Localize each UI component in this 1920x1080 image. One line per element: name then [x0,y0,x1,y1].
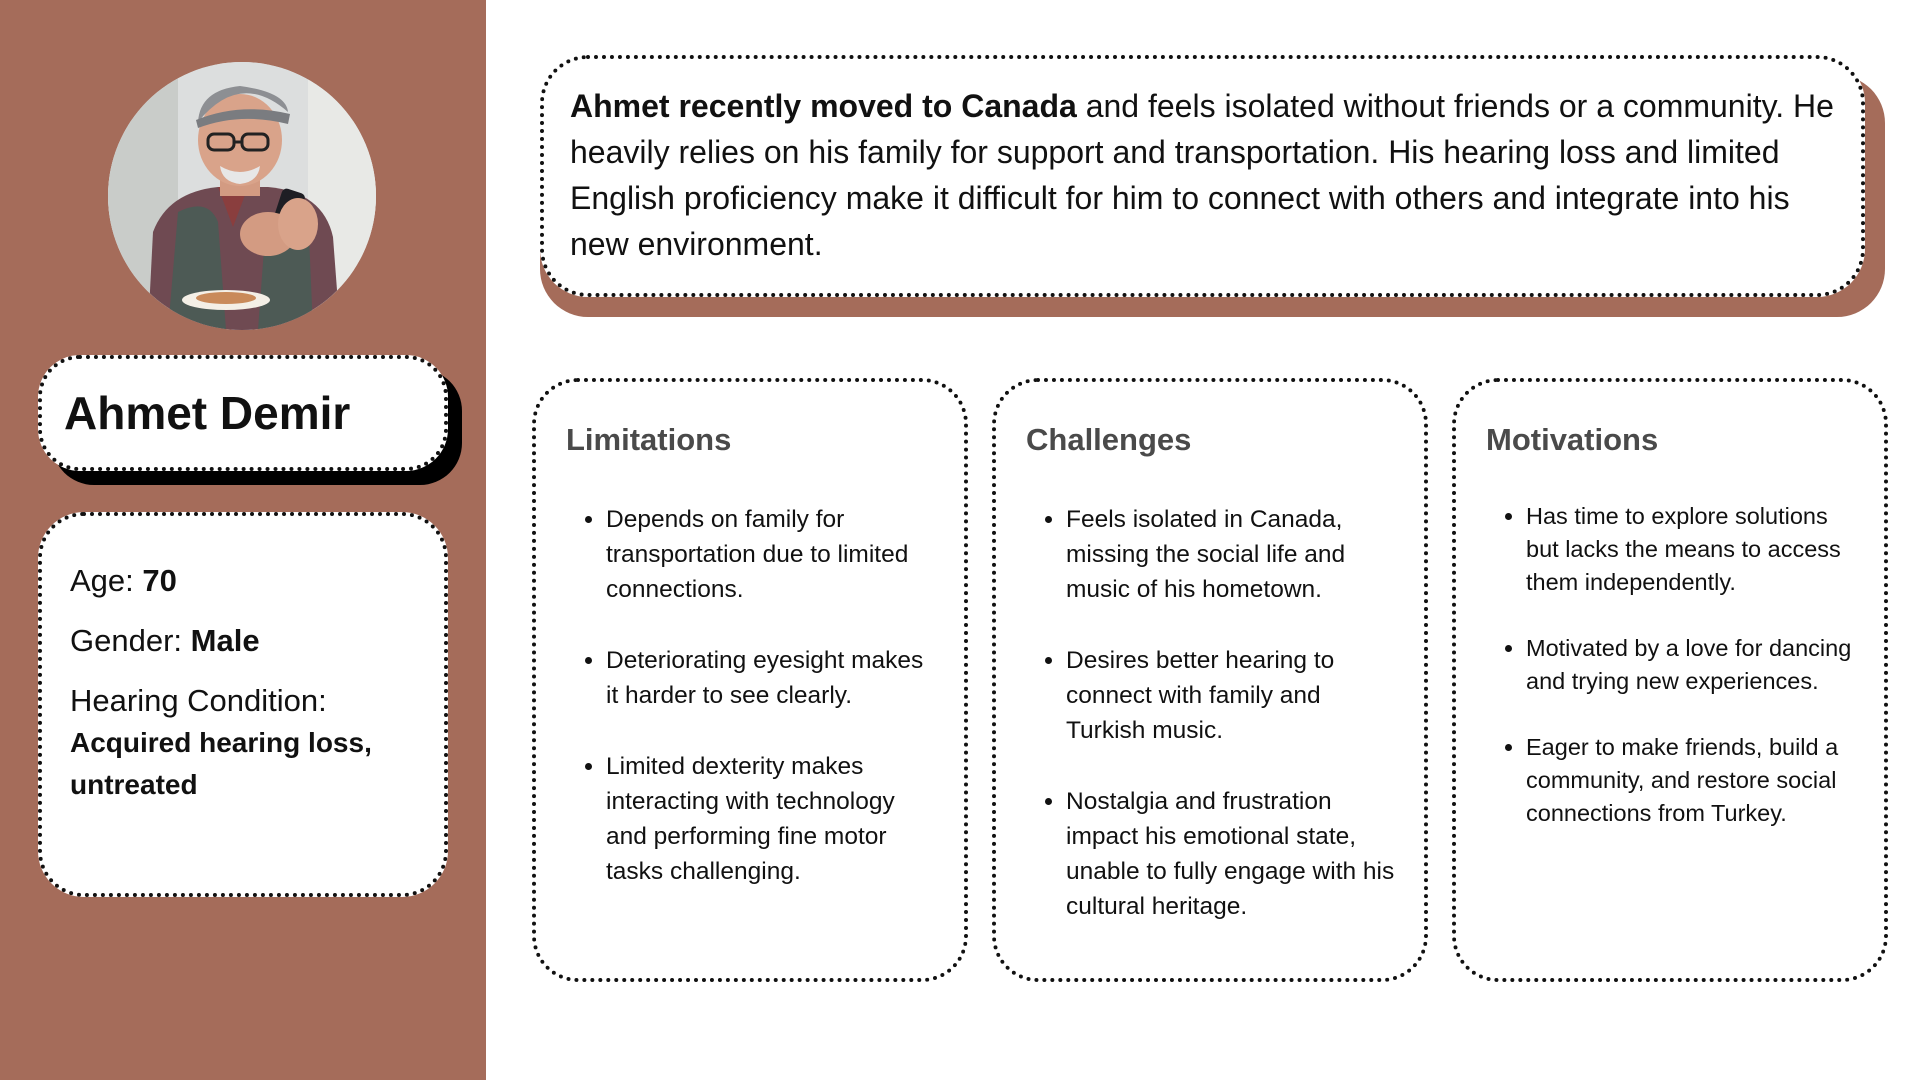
summary-rest: and feels isolated without friends or a … [570,88,1834,262]
persona-name: Ahmet Demir [64,387,351,439]
limitations-title: Limitations [566,422,732,457]
summary-text: Ahmet recently moved to Canada and feels… [540,55,1865,297]
motivations-list: Has time to explore solutions but lacks … [1488,500,1860,830]
challenges-list: Feels isolated in Canada, missing the so… [1028,502,1400,924]
list-item: Limited dexterity makes interacting with… [606,749,940,889]
list-item: Eager to make friends, build a community… [1526,731,1860,830]
gender-line: Gender: Male [70,620,418,662]
summary-card: Ahmet recently moved to Canada and feels… [540,55,1885,317]
challenges-card: Challenges Feels isolated in Canada, mis… [992,378,1428,982]
list-item: Desires better hearing to connect with f… [1066,643,1400,748]
gender-label: Gender: [70,623,183,658]
hearing-value: Acquired hearing loss, untreated [70,727,372,800]
list-item: Has time to explore solutions but lacks … [1526,500,1860,599]
summary-lead: Ahmet recently moved to Canada [570,88,1077,124]
list-item: Feels isolated in Canada, missing the so… [1066,502,1400,607]
gender-value: Male [190,623,260,658]
elderly-man-with-phone-illustration [108,62,376,330]
name-card-face: Ahmet Demir [38,355,448,471]
list-item: Nostalgia and frustration impact his emo… [1066,784,1400,924]
age-label: Age: [70,563,134,598]
list-item: Motivated by a love for dancing and tryi… [1526,632,1860,698]
demographics-card: Age: 70 Gender: Male Hearing Condition: … [38,512,448,897]
motivations-title: Motivations [1486,422,1659,457]
list-item: Depends on family for transportation due… [606,502,940,607]
motivations-card: Motivations Has time to explore solution… [1452,378,1888,982]
challenges-title: Challenges [1026,422,1192,457]
limitations-card: Limitations Depends on family for transp… [532,378,968,982]
avatar-photo [108,62,376,330]
name-card: Ahmet Demir [38,355,462,485]
limitations-list: Depends on family for transportation due… [568,502,940,889]
age-value: 70 [142,563,177,598]
hearing-label: Hearing Condition: [70,683,327,718]
age-line: Age: 70 [70,560,418,602]
list-item: Deteriorating eyesight makes it harder t… [606,643,940,713]
